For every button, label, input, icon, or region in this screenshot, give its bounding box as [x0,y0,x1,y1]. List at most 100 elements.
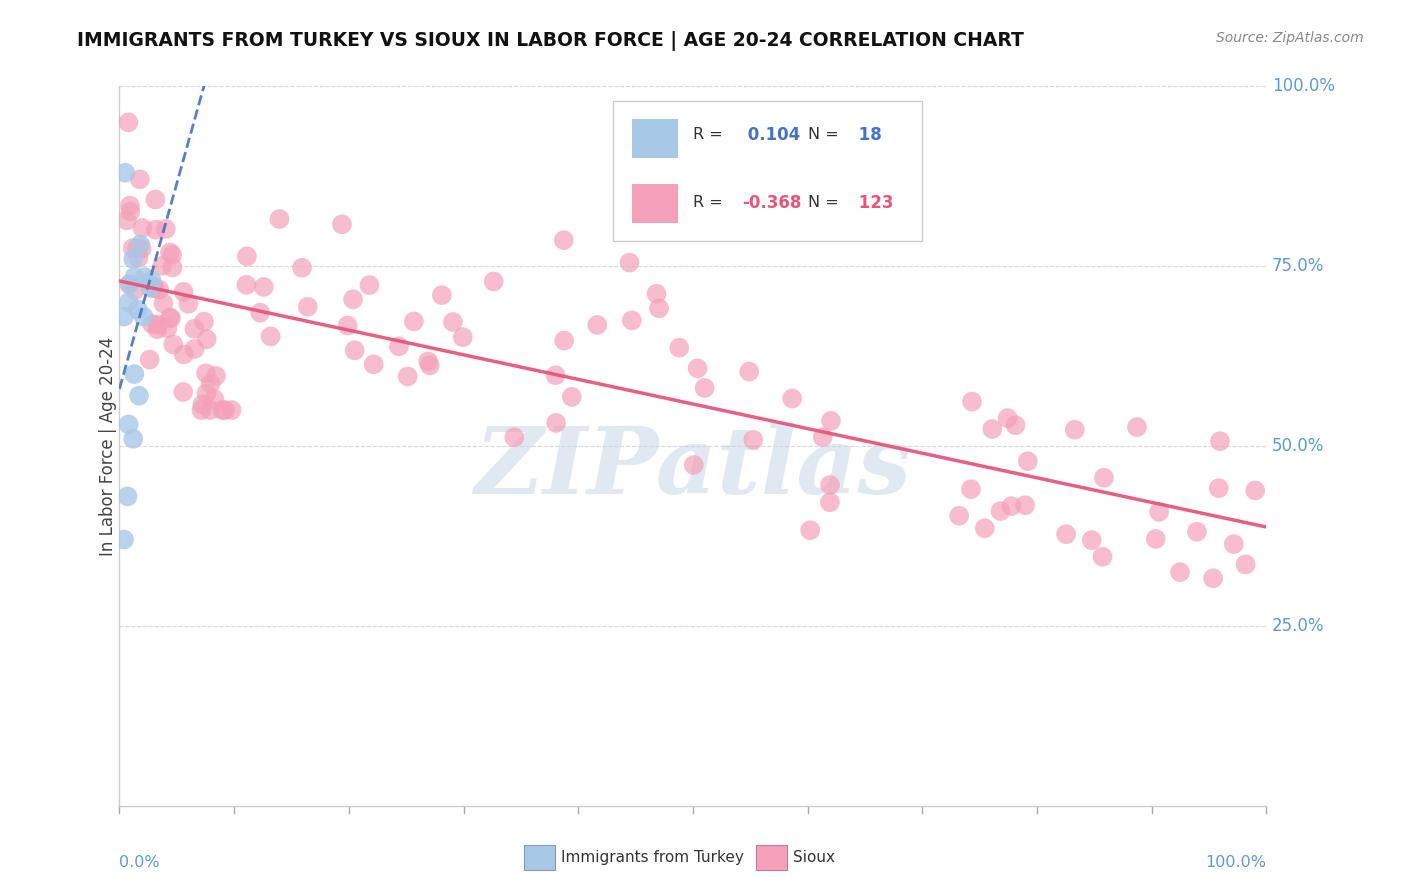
Point [214,403,236,417]
Point [1000,499,1022,513]
Point [148,283,170,297]
Point [1209,434,1232,449]
Point [503,430,526,444]
Point [693,381,716,395]
Point [818,478,841,492]
Point [546,416,568,430]
Point [780,392,803,406]
Point [127,251,149,265]
Point [127,241,149,255]
Point [553,334,575,348]
Point [990,504,1012,518]
Point [291,260,314,275]
Point [1092,471,1115,485]
Point [997,411,1019,425]
Point [799,523,821,537]
Point [131,242,153,256]
Point [1014,498,1036,512]
Point [211,403,233,417]
Point [204,392,226,407]
Point [686,361,709,376]
Point [195,332,218,346]
Point [430,288,453,302]
Point [195,367,218,381]
Point [668,341,690,355]
Point [359,278,381,293]
Text: 0.104: 0.104 [742,126,800,144]
Point [1063,423,1085,437]
Point [645,286,668,301]
Point [121,241,143,255]
Point [1222,537,1244,551]
Point [342,293,364,307]
Point [117,295,139,310]
Point [183,322,205,336]
Point [820,414,842,428]
Point [117,115,139,129]
Point [1054,527,1077,541]
Text: 100.0%: 100.0% [1272,78,1336,95]
Text: 100.0%: 100.0% [1205,855,1267,870]
Point [118,199,141,213]
Point [141,317,163,331]
Point [198,403,221,417]
Text: ZIPatlas: ZIPatlas [474,423,911,513]
Point [115,213,138,227]
Point [1244,483,1267,498]
Text: R =: R = [693,195,728,211]
Point [127,302,149,317]
Point [190,403,212,417]
Point [177,296,200,310]
Point [118,277,141,292]
Point [124,270,146,285]
Point [1017,454,1039,468]
Point [738,365,761,379]
Text: Source: ZipAtlas.com: Source: ZipAtlas.com [1216,31,1364,45]
Text: 123: 123 [853,194,894,212]
Y-axis label: In Labor Force | Age 20-24: In Labor Force | Age 20-24 [100,336,117,556]
Point [1147,505,1170,519]
Point [1202,571,1225,585]
Point [150,259,173,273]
Point [172,384,194,399]
Point [619,255,641,269]
Point [146,322,169,336]
Point [1234,558,1257,572]
Point [118,277,141,292]
Point [124,283,146,297]
Point [343,343,366,358]
Point [1004,418,1026,433]
Point [561,390,583,404]
Point [451,330,474,344]
Point [205,368,228,383]
Point [159,310,181,325]
Point [396,369,419,384]
Point [120,204,142,219]
Point [544,368,567,383]
Point [811,430,834,444]
Point [173,347,195,361]
Point [388,339,411,353]
Text: 25.0%: 25.0% [1272,617,1324,635]
Point [1126,420,1149,434]
Point [114,166,136,180]
Point [1185,524,1208,539]
Point [124,367,146,381]
Point [948,508,970,523]
Point [402,314,425,328]
Point [160,248,183,262]
FancyBboxPatch shape [633,119,678,159]
Point [156,321,179,335]
FancyBboxPatch shape [613,101,922,241]
Point [128,172,150,186]
Point [112,310,135,324]
Point [131,221,153,235]
Point [129,237,152,252]
FancyBboxPatch shape [633,184,678,223]
Text: 75.0%: 75.0% [1272,257,1324,276]
Point [128,389,150,403]
Point [269,212,291,227]
Point [586,318,609,332]
Point [200,376,222,391]
Text: N =: N = [807,195,844,211]
